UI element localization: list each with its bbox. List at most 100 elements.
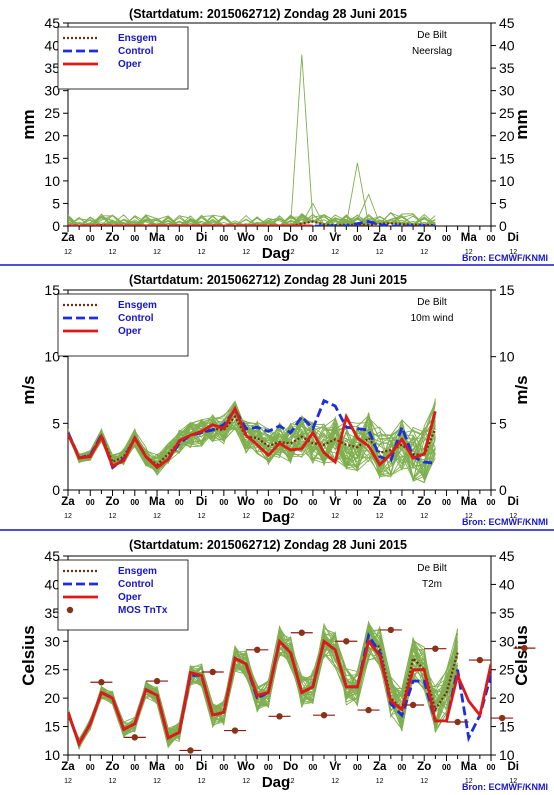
legend-label: Oper bbox=[118, 326, 141, 337]
x-midnight-label: 00 bbox=[397, 234, 406, 243]
x-noon-label: 12 bbox=[153, 513, 161, 520]
mos-point bbox=[454, 718, 461, 726]
mos-point bbox=[298, 629, 305, 636]
x-noon-label: 12 bbox=[287, 513, 295, 520]
x-noon-label: 12 bbox=[198, 249, 206, 256]
x-noon-label: 12 bbox=[198, 778, 206, 785]
x-day-label: Vr bbox=[329, 761, 341, 773]
y-tick-label: 20 bbox=[44, 690, 60, 706]
y-tick-label: 0 bbox=[52, 482, 60, 498]
mos-point bbox=[131, 734, 138, 741]
legend-swatch-mos bbox=[66, 606, 74, 614]
x-day-label: Di bbox=[196, 496, 208, 508]
x-midnight-label: 00 bbox=[487, 498, 496, 507]
x-noon-label: 12 bbox=[420, 249, 428, 256]
x-day-label: Wo bbox=[237, 232, 255, 244]
x-midnight-label: 00 bbox=[308, 498, 317, 507]
x-noon-label: 12 bbox=[331, 778, 339, 785]
legend-label: Ensgem bbox=[118, 300, 157, 311]
mos-point bbox=[409, 701, 417, 709]
x-midnight-label: 00 bbox=[219, 498, 228, 507]
x-midnight-label: 00 bbox=[86, 763, 95, 772]
x-midnight-label: 00 bbox=[175, 234, 184, 243]
x-day-label: Zo bbox=[417, 232, 431, 244]
panel-0: (Startdatum: 2015062712) Zondag 28 Juni … bbox=[19, 7, 548, 263]
x-midnight-label: 00 bbox=[175, 763, 184, 772]
x-midnight-label: 00 bbox=[308, 763, 317, 772]
x-day-label: Ma bbox=[149, 496, 166, 508]
mos-point bbox=[231, 727, 239, 734]
y-axis-label: mm bbox=[512, 109, 531, 139]
x-noon-label: 12 bbox=[153, 778, 161, 785]
series-control-line bbox=[68, 220, 436, 226]
x-day-label: Do bbox=[283, 232, 298, 244]
x-midnight-label: 00 bbox=[264, 234, 273, 243]
legend-label: Control bbox=[118, 313, 154, 324]
x-noon-label: 12 bbox=[242, 249, 250, 256]
source-label: Bron: ECMWF/KNMI bbox=[462, 782, 548, 792]
x-midnight-label: 00 bbox=[442, 763, 451, 772]
x-noon-label: 12 bbox=[242, 513, 250, 520]
x-midnight-label: 00 bbox=[487, 763, 496, 772]
y-axis-label: mm bbox=[19, 109, 38, 139]
x-midnight-label: 00 bbox=[130, 763, 139, 772]
mos-point bbox=[187, 747, 194, 754]
y-tick-label: 25 bbox=[499, 662, 515, 678]
legend-label: Oper bbox=[118, 592, 141, 603]
x-noon-label: 12 bbox=[509, 249, 517, 256]
x-day-label: Di bbox=[508, 761, 520, 773]
x-midnight-label: 00 bbox=[397, 498, 406, 507]
ensemble-member-line bbox=[68, 214, 436, 226]
legend-label: Control bbox=[118, 46, 154, 57]
y-tick-label: 25 bbox=[499, 105, 515, 121]
x-day-label: Ma bbox=[461, 496, 478, 508]
x-noon-label: 12 bbox=[465, 778, 473, 785]
x-noon-label: 12 bbox=[465, 249, 473, 256]
y-tick-label: 30 bbox=[499, 83, 515, 99]
x-day-label: Za bbox=[61, 232, 75, 244]
ensemble-member-line bbox=[68, 632, 459, 751]
legend-label: MOS TnTx bbox=[118, 605, 168, 616]
ensemble-member-line bbox=[68, 404, 436, 480]
y-tick-label: 25 bbox=[44, 105, 60, 121]
x-day-label: Vr bbox=[329, 232, 341, 244]
mos-point bbox=[320, 712, 328, 719]
y-tick-label: 20 bbox=[499, 690, 515, 706]
x-noon-label: 12 bbox=[198, 513, 206, 520]
chart-title: (Startdatum: 2015062712) Zondag 28 Juni … bbox=[129, 538, 407, 552]
y-axis-label: Celsius bbox=[512, 625, 531, 685]
legend: Ensgem Control Oper bbox=[57, 293, 189, 357]
y-tick-label: 20 bbox=[44, 128, 60, 144]
series-oper-line bbox=[68, 405, 437, 470]
x-noon-label: 12 bbox=[64, 249, 72, 256]
mos-point bbox=[343, 638, 350, 645]
y-tick-label: 35 bbox=[44, 605, 60, 621]
x-day-label: Di bbox=[196, 232, 208, 244]
series-oper-line bbox=[68, 638, 491, 747]
station-label: De Bilt bbox=[417, 297, 447, 308]
x-midnight-label: 00 bbox=[308, 234, 317, 243]
y-tick-label: 5 bbox=[499, 195, 507, 211]
plot-lines bbox=[68, 620, 491, 751]
x-noon-label: 12 bbox=[376, 249, 384, 256]
y-tick-label: 10 bbox=[499, 747, 515, 763]
plot-lines bbox=[68, 54, 436, 226]
y-tick-label: 15 bbox=[44, 719, 60, 735]
x-day-label: Za bbox=[373, 761, 387, 773]
x-day-label: Za bbox=[61, 761, 75, 773]
y-axis-label: m/s bbox=[19, 375, 38, 404]
y-tick-label: 15 bbox=[44, 150, 60, 166]
x-day-label: Za bbox=[373, 496, 387, 508]
x-noon-label: 12 bbox=[287, 778, 295, 785]
y-tick-label: 35 bbox=[44, 60, 60, 76]
y-tick-label: 35 bbox=[499, 605, 515, 621]
y-tick-label: 45 bbox=[499, 548, 515, 564]
y-tick-label: 35 bbox=[499, 60, 515, 76]
x-midnight-label: 00 bbox=[219, 234, 228, 243]
x-day-label: Za bbox=[61, 496, 75, 508]
y-tick-label: 15 bbox=[499, 719, 515, 735]
x-noon-label: 12 bbox=[376, 778, 384, 785]
legend-label: Ensgem bbox=[118, 566, 157, 577]
x-midnight-label: 00 bbox=[175, 498, 184, 507]
x-axis-label: Dag bbox=[262, 509, 290, 526]
